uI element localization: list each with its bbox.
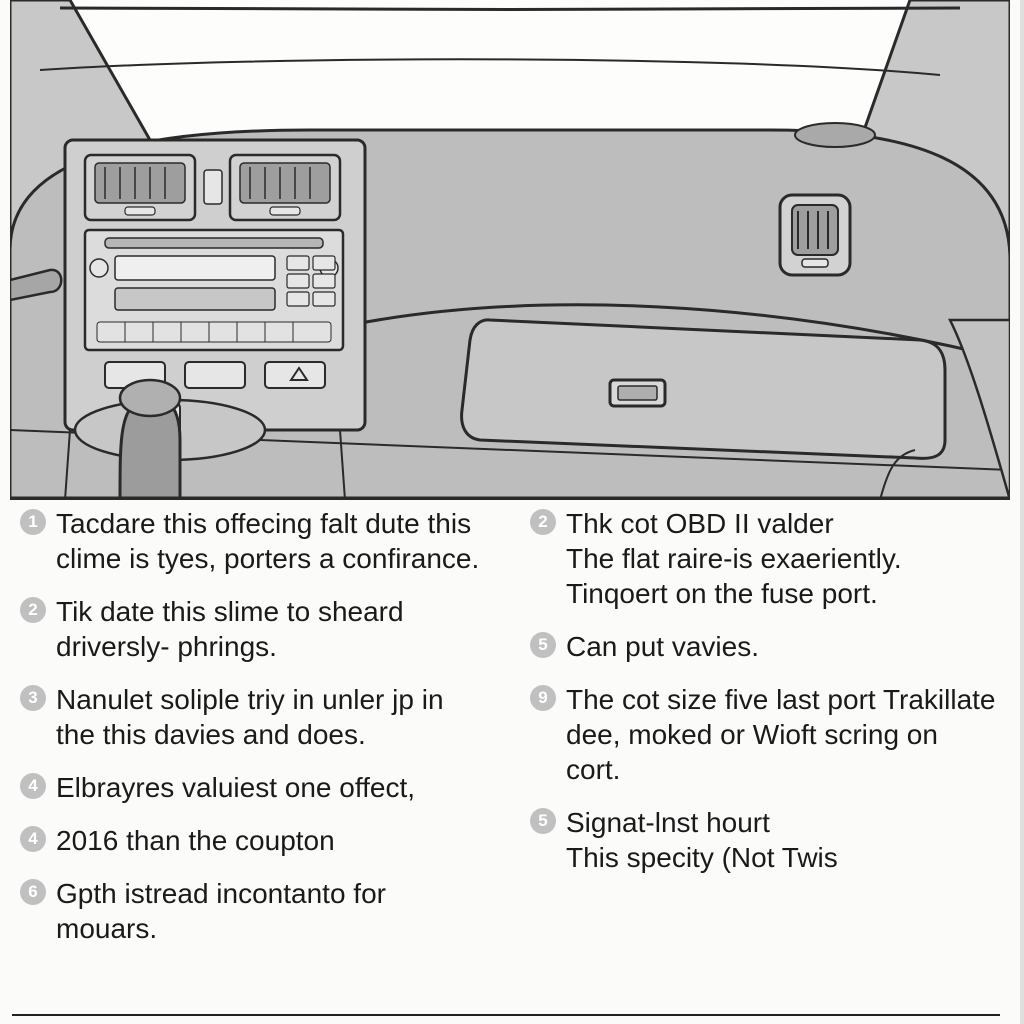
list-item-text: The cot size five last port Trakillate d… (566, 682, 1000, 787)
right-column: 2 Thk cot OBD II valder The flat raire-is… (530, 506, 1000, 946)
list-item-text: Thk cot OBD II valder The flat raire-is … (566, 506, 1000, 611)
list-item-text: Signat-lnst hourt This specity (Not Twis (566, 805, 838, 875)
list-item-text: Gpth istread incontanto for mouars. (56, 876, 490, 946)
bullet-number: 5 (530, 632, 556, 658)
list-item: 5 Signat-lnst hourt This specity (Not Twi… (530, 805, 1000, 875)
list-item: 6 Gpth istread incontanto for mouars. (20, 876, 490, 946)
list-item: 4 2016 than the coupton (20, 823, 490, 858)
bottom-rule (12, 1014, 1000, 1016)
bullet-number: 9 (530, 685, 556, 711)
left-column: 1 Tacdare this offecing falt dute this cl… (20, 506, 490, 946)
bullet-number: 5 (530, 808, 556, 834)
list-item: 2 Thk cot OBD II valder The flat raire-is… (530, 506, 1000, 611)
list-item: 2 Tik date this slime to sheard driversly… (20, 594, 490, 664)
list-item-text: Nanulet soliple triy in unler jp in the … (56, 682, 490, 752)
list-item: 5 Can put vavies. (530, 629, 1000, 664)
bullet-number: 2 (20, 597, 46, 623)
list-item-text: Can put vavies. (566, 629, 759, 664)
bullet-number: 1 (20, 509, 46, 535)
list-item: 3 Nanulet soliple triy in unler jp in the… (20, 682, 490, 752)
bullet-number: 6 (20, 879, 46, 905)
bullet-number: 4 (20, 826, 46, 852)
bullet-number: 2 (530, 509, 556, 535)
list-item-text: Tik date this slime to sheard driversly-… (56, 594, 490, 664)
list-item: 4 Elbrayres valuiest one offect, (20, 770, 490, 805)
dashboard-illustration (10, 0, 1010, 500)
list-item: 9 The cot size five last port Trakillate … (530, 682, 1000, 787)
list-item-text: Tacdare this offecing falt dute this cli… (56, 506, 490, 576)
instruction-columns: 1 Tacdare this offecing falt dute this cl… (10, 506, 1010, 946)
list-item: 1 Tacdare this offecing falt dute this cl… (20, 506, 490, 576)
manual-page: 1 Tacdare this offecing falt dute this cl… (0, 0, 1024, 1024)
bullet-number: 3 (20, 685, 46, 711)
bullet-number: 4 (20, 773, 46, 799)
list-item-text: Elbrayres valuiest one offect, (56, 770, 415, 805)
list-item-text: 2016 than the coupton (56, 823, 335, 858)
